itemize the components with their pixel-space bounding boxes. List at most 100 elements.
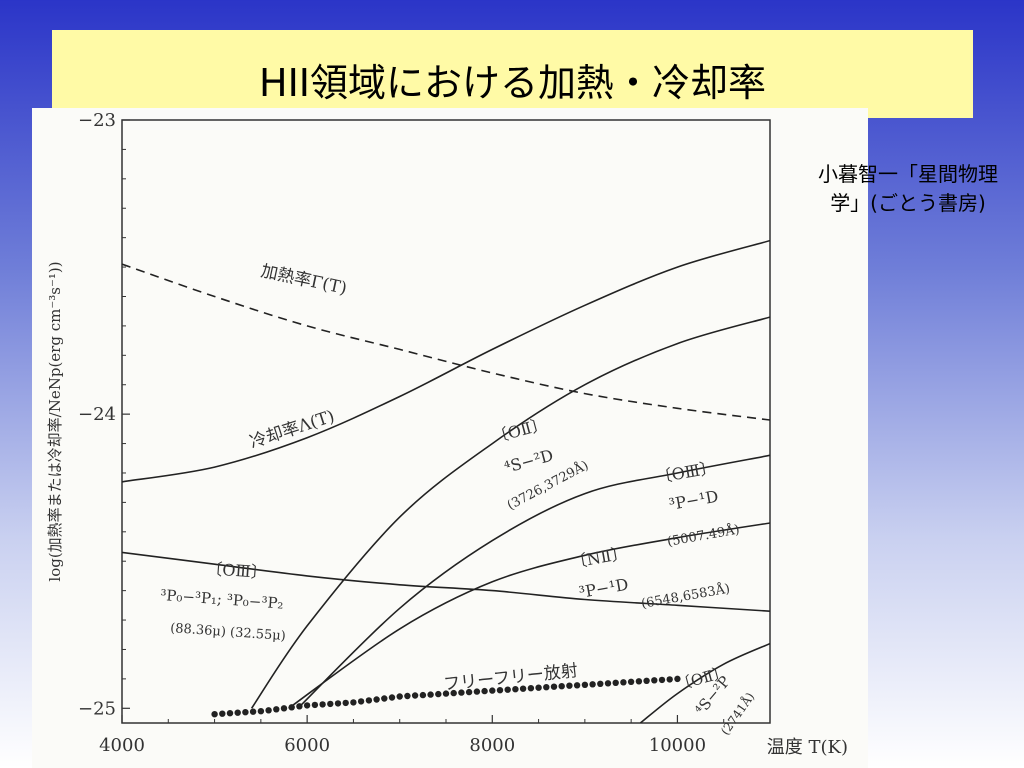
x-tick-label: 10000 [649, 735, 706, 756]
nii-label: 〔NⅡ〕 [569, 543, 628, 572]
series-point [643, 677, 650, 684]
series-line-6 [639, 642, 770, 723]
title-banner: HII領域における加熱・冷却率 [52, 30, 973, 118]
chart-figure: log(加熱率または冷却率/NeNp(erg cm⁻³s⁻¹)) 温度 T(K)… [32, 108, 868, 768]
series-point [334, 700, 342, 707]
series-point [273, 706, 280, 713]
series-point [519, 685, 527, 692]
series-point [581, 681, 589, 688]
y-axis-label: log(加熱率または冷却率/NeNp(erg cm⁻³s⁻¹)) [46, 261, 64, 581]
series-point [288, 704, 295, 711]
series-point [226, 710, 234, 717]
series-point [419, 691, 427, 699]
series-point [589, 681, 596, 688]
series-point [365, 697, 373, 704]
slide-title: HII領域における加熱・冷却率 [259, 61, 766, 105]
series-point [558, 683, 565, 690]
series-point [512, 686, 519, 693]
x-tick-label: 8000 [469, 735, 515, 756]
series-point [612, 679, 619, 686]
series-free-free [211, 675, 681, 718]
series-line-0 [122, 263, 770, 421]
oiii-3p1d-label: 〔OⅢ〕 [654, 458, 717, 487]
series-point [481, 687, 488, 695]
series-point [388, 694, 396, 701]
series-line-5 [122, 551, 770, 612]
series-point [265, 707, 272, 714]
series-point [327, 700, 334, 708]
y-tick-label: −23 [78, 110, 116, 131]
series-point [504, 686, 511, 693]
source-citation: 小暮智一「星間物理 学」(ごとう書房) [793, 160, 1023, 218]
series-line-1 [122, 239, 770, 483]
chart-annotations: 加熱率Γ(T) 冷却率Λ(T) 〔OⅡ〕 ⁴S−²D (3726,3729Å) … [160, 261, 758, 737]
series-point [280, 705, 288, 712]
oiii-3p1d-transition: ³P−¹D [667, 487, 719, 514]
series-point [396, 693, 403, 700]
series-line-3 [297, 454, 770, 709]
series-point [219, 710, 226, 717]
series-point [381, 695, 388, 702]
chart-svg: log(加熱率または冷却率/NeNp(erg cm⁻³s⁻¹)) 温度 T(K)… [46, 110, 848, 758]
series-point [296, 703, 303, 710]
series-point [373, 696, 380, 703]
x-tick-label: 4000 [99, 735, 145, 756]
series-point [597, 680, 604, 687]
series-point [666, 676, 673, 683]
oiii-fine-transition: ³P₀−³P₁; ³P₀−³P₂ [160, 586, 284, 613]
series-point [257, 708, 265, 715]
series-point [658, 676, 666, 684]
series-point [604, 680, 612, 687]
oii-4s2d-transition: ⁴S−²D [502, 446, 555, 477]
chart-ticks: 4000 6000 8000 10000 −23 −24 −25 [78, 110, 725, 756]
series-point [242, 709, 249, 716]
series-point [496, 687, 504, 694]
series-point [651, 677, 658, 684]
series-point [465, 688, 473, 696]
series-point [573, 682, 581, 689]
series-point [543, 684, 550, 691]
nii-transition: ³P−¹D [577, 575, 629, 602]
y-tick-label: −24 [78, 404, 116, 425]
series-point [620, 679, 627, 686]
series-point [550, 683, 558, 690]
series-point [442, 690, 450, 697]
series-point [350, 699, 357, 706]
series-point [357, 698, 365, 705]
heating-label: 加熱率Γ(T) [259, 261, 349, 299]
source-line-1: 小暮智一「星間物理 [818, 162, 998, 186]
series-point [627, 678, 635, 685]
series-point [635, 678, 643, 685]
series-point [211, 711, 218, 718]
series-point [319, 701, 326, 708]
series-line-2 [250, 316, 770, 709]
series-point [566, 682, 573, 689]
oiii-fine-wavelength: (88.36μ) (32.55μ) [170, 621, 287, 644]
series-point [435, 690, 442, 698]
source-line-2: 学」(ごとう書房) [830, 191, 986, 215]
y-tick-label: −25 [78, 698, 116, 719]
series-point [342, 699, 349, 707]
series-point [458, 689, 465, 696]
series-point [234, 709, 241, 716]
series-point [489, 687, 496, 694]
series-point [535, 684, 542, 691]
series-point [303, 702, 311, 709]
series-point [674, 675, 681, 683]
series-point [411, 692, 419, 699]
series-point [249, 708, 257, 715]
cooling-label: 冷却率Λ(T) [247, 407, 337, 453]
series-point [473, 688, 481, 695]
oii-4s2d-label: 〔OⅡ〕 [490, 414, 549, 447]
x-axis-label: 温度 T(K) [767, 737, 848, 758]
series-point [427, 691, 434, 698]
chart-series [122, 239, 770, 723]
oiii-3p1d-wavelength: (5007.49Å) [666, 521, 741, 549]
oiii-fine-label: 〔OⅢ〕 [206, 559, 268, 582]
series-line-4 [288, 522, 770, 709]
x-tick-label: 6000 [284, 735, 330, 756]
series-point [404, 692, 411, 700]
series-point [450, 689, 457, 697]
series-point [311, 701, 319, 709]
series-point [527, 685, 535, 692]
